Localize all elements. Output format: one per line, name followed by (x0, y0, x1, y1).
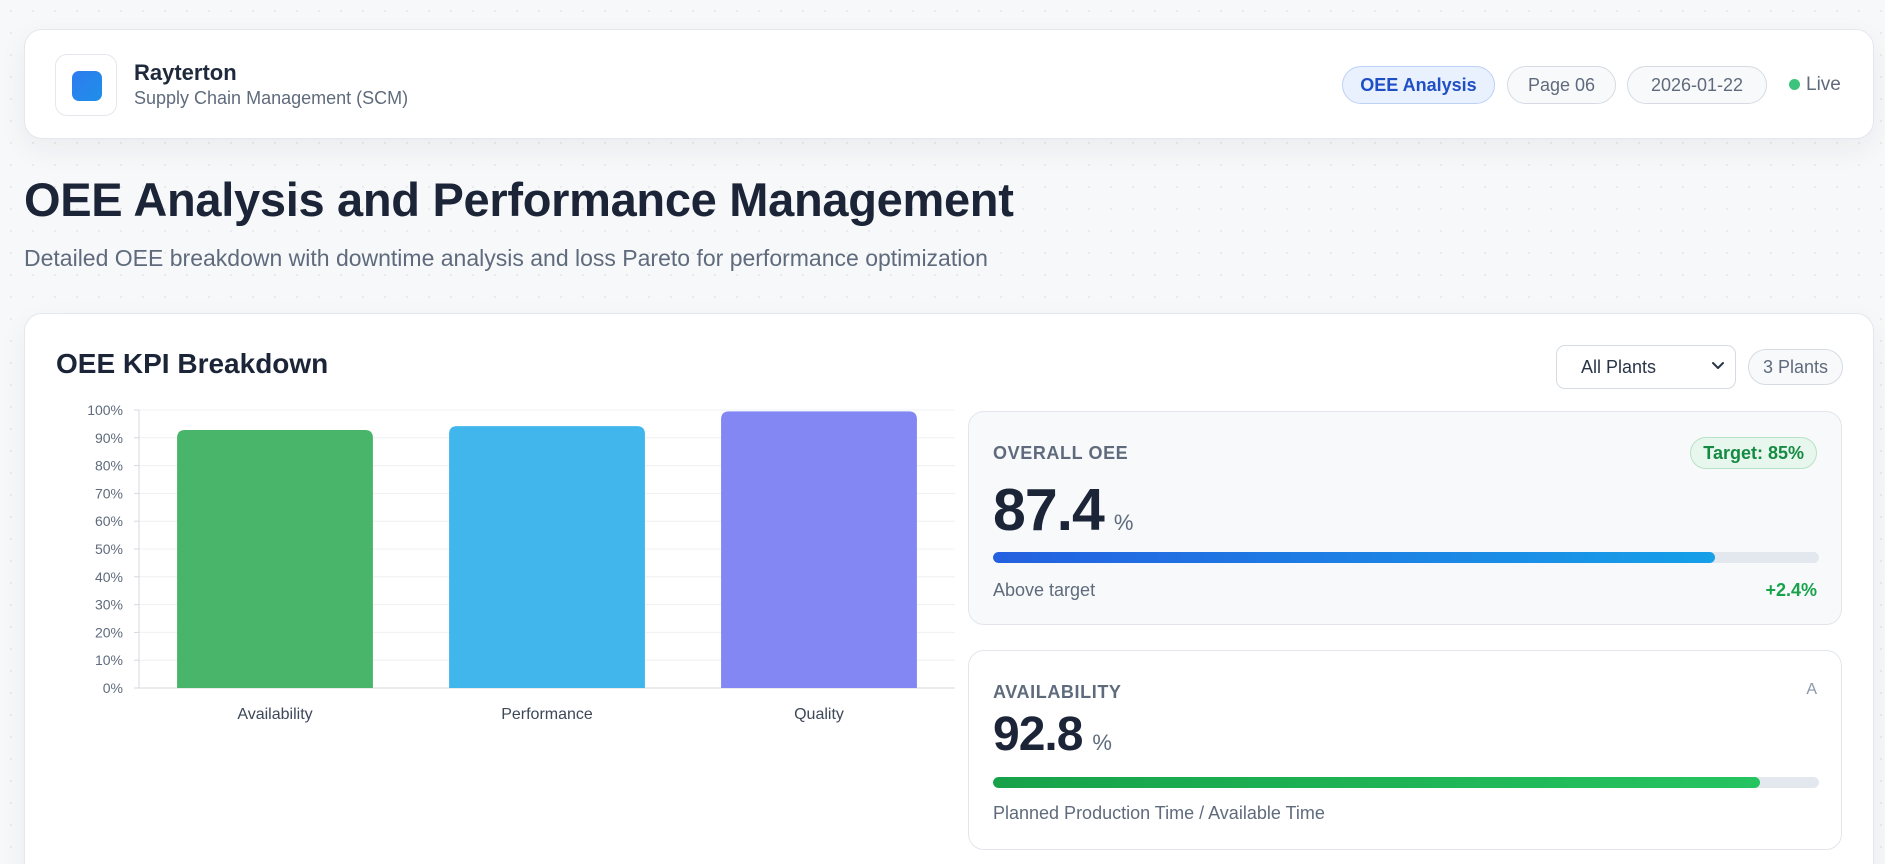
overall-oee-label: OVERALL OEE (993, 443, 1128, 464)
tab-oee-analysis[interactable]: OEE Analysis (1342, 66, 1495, 104)
bar-quality (721, 411, 917, 688)
plants-count-badge: 3 Plants (1748, 349, 1843, 385)
bar-performance (449, 426, 645, 688)
plant-select-value: All Plants (1581, 357, 1656, 377)
bar-availability (177, 430, 373, 688)
y-tick-label: 20% (95, 624, 123, 640)
target-badge: Target: 85% (1690, 437, 1817, 469)
page-subtitle: Detailed OEE breakdown with downtime ana… (24, 245, 988, 272)
availability-letter: A (1806, 681, 1817, 699)
availability-panel: AVAILABILITY A 92.8% Planned Production … (968, 650, 1842, 850)
x-tick-label: Performance (501, 706, 593, 723)
y-tick-label: 10% (95, 652, 123, 668)
x-tick-label: Quality (794, 706, 844, 723)
availability-formula: Planned Production Time / Available Time (993, 803, 1325, 824)
live-dot-icon (1789, 79, 1800, 90)
y-tick-label: 90% (95, 430, 123, 446)
chevron-down-icon (1711, 361, 1725, 371)
x-tick-label: Availability (237, 706, 312, 723)
brand-logo (55, 54, 117, 116)
overall-oee-progress-fill (993, 552, 1715, 563)
live-status: Live (1789, 66, 1841, 104)
overall-oee-panel: OVERALL OEE Target: 85% 87.4% Above targ… (968, 411, 1842, 625)
app-header: Rayterton Supply Chain Management (SCM) … (24, 29, 1874, 139)
y-tick-label: 30% (95, 597, 123, 613)
overall-oee-unit: % (1114, 510, 1134, 535)
oee-kpi-card: OEE KPI Breakdown All Plants 3 Plants 0%… (24, 313, 1874, 864)
brand-subtitle: Supply Chain Management (SCM) (134, 88, 408, 109)
overall-oee-number: 87.4 (993, 477, 1104, 543)
live-label: Live (1806, 74, 1841, 95)
plant-select[interactable]: All Plants (1556, 345, 1736, 389)
overall-oee-status: Above target (993, 580, 1095, 601)
oee-kpi-bar-chart: 0% 10% 20% 30% 40% 50% 60% 70% 80% 90% 100% Availab… (55, 398, 965, 728)
y-tick-label: 0% (103, 680, 123, 696)
availability-progress (993, 777, 1819, 788)
brand-name: Rayterton (134, 60, 237, 86)
availability-label: AVAILABILITY (993, 682, 1122, 703)
y-tick-label: 100% (87, 402, 123, 418)
page-title: OEE Analysis and Performance Management (24, 172, 1014, 227)
date-pill: 2026-01-22 (1627, 66, 1767, 104)
availability-number: 92.8 (993, 708, 1082, 761)
y-tick-label: 70% (95, 485, 123, 501)
card-title: OEE KPI Breakdown (56, 348, 328, 380)
page-number-pill: Page 06 (1507, 66, 1616, 104)
overall-oee-delta: +2.4% (1765, 580, 1817, 601)
overall-oee-progress (993, 552, 1819, 563)
availability-value: 92.8% (993, 707, 1112, 762)
overall-oee-value: 87.4% (993, 476, 1133, 544)
availability-unit: % (1092, 730, 1112, 755)
y-tick-label: 50% (95, 541, 123, 557)
y-tick-label: 80% (95, 458, 123, 474)
y-tick-label: 60% (95, 513, 123, 529)
availability-progress-fill (993, 777, 1760, 788)
brand-logo-icon (72, 71, 102, 101)
y-tick-label: 40% (95, 569, 123, 585)
